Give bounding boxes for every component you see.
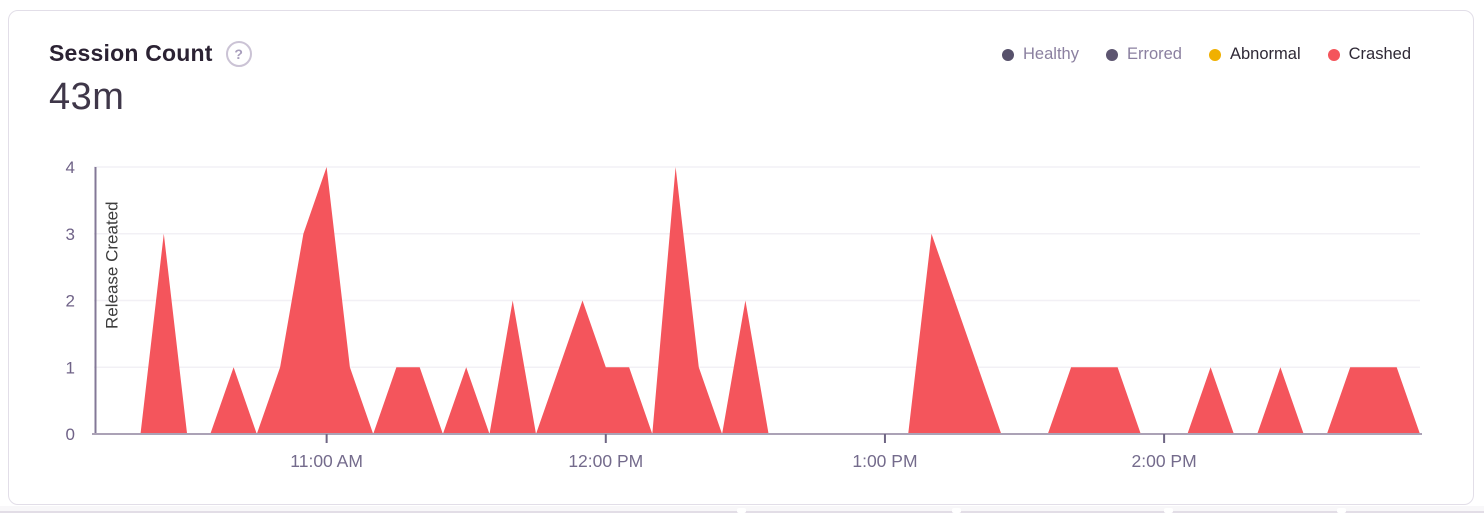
- chart-legend: Healthy Errored Abnormal Crashed: [1002, 40, 1411, 64]
- x-axis-label: 2:00 PM: [1132, 451, 1197, 471]
- card-gap-notch: [1164, 508, 1173, 513]
- page-title: Session Count: [49, 40, 213, 66]
- legend-dot-icon: [1209, 48, 1221, 61]
- legend-dot-icon: [1002, 48, 1015, 61]
- session-count-card: Session Count ? Healthy Errored Abnormal Cr…: [8, 10, 1474, 505]
- help-icon[interactable]: ?: [225, 40, 252, 67]
- legend-item-healthy[interactable]: Healthy: [1002, 45, 1079, 64]
- release-line-label: Release Created: [103, 201, 122, 329]
- y-axis-label: 0: [66, 425, 75, 444]
- title-wrap: Session Count ?: [49, 40, 252, 67]
- session-count-chart[interactable]: 0 1 2 3 4 Release Created 11:00 AM 12:00 PM 1:00…: [9, 151, 1475, 486]
- card-gap-notch: [737, 508, 746, 513]
- legend-label: Crashed: [1348, 45, 1411, 63]
- y-axis-label: 2: [66, 292, 75, 311]
- area-series-crashed[interactable]: [94, 167, 1420, 434]
- legend-item-crashed[interactable]: Crashed: [1327, 45, 1411, 64]
- legend-label: Abnormal: [1230, 45, 1301, 63]
- session-total-value: 43m: [49, 76, 125, 118]
- y-axis-label: 3: [66, 225, 75, 244]
- chart-area: 0 1 2 3 4 Release Created 11:00 AM 12:00 PM 1:00…: [9, 151, 1475, 486]
- legend-label: Healthy: [1023, 45, 1079, 63]
- y-axis-label: 4: [66, 158, 75, 177]
- legend-dot-icon: [1105, 48, 1118, 61]
- x-axis-label: 12:00 PM: [568, 451, 643, 471]
- card-header: Session Count ? Healthy Errored Abnormal Cr…: [9, 11, 1473, 67]
- x-axis-label: 11:00 AM: [290, 451, 363, 471]
- y-axis-label: 1: [66, 358, 75, 377]
- card-gap-notch: [952, 508, 961, 513]
- legend-item-abnormal[interactable]: Abnormal: [1209, 45, 1301, 64]
- x-axis-label: 1:00 PM: [852, 451, 917, 471]
- legend-dot-icon: [1327, 48, 1340, 61]
- card-gap-notch: [1337, 508, 1346, 513]
- legend-item-errored[interactable]: Errored: [1105, 45, 1182, 64]
- legend-label: Errored: [1126, 45, 1182, 63]
